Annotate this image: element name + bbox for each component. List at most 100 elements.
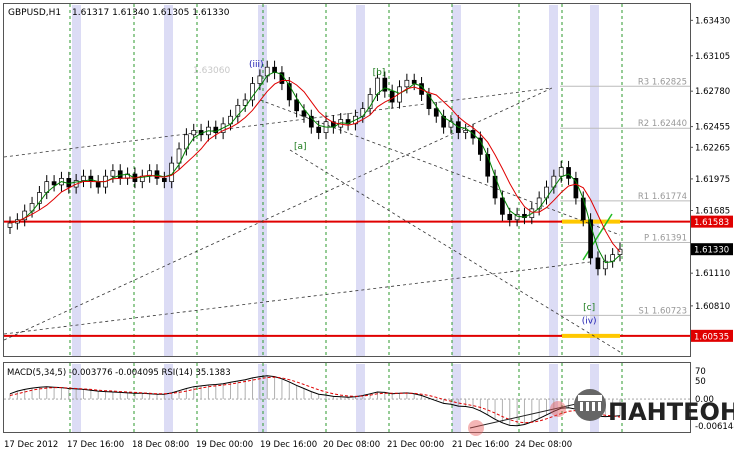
current-price-label: 1.61330 — [694, 246, 729, 256]
session-band-ind-5 — [549, 364, 558, 432]
candle-body-33 — [250, 83, 255, 101]
candle-body-32 — [242, 99, 248, 106]
xtick-label-6: 21 Dec 00:00 — [387, 440, 444, 450]
red-label-bg-1 — [691, 329, 733, 342]
red-label-bg-0 — [691, 215, 733, 228]
candle-body-59 — [441, 115, 446, 128]
ytick-label-6: 1.61685 — [695, 207, 730, 217]
session-band-3 — [356, 5, 365, 356]
ytick-label-3: 1.62455 — [695, 123, 730, 133]
candle-body-23 — [176, 148, 182, 164]
session-band-ind-2 — [258, 364, 267, 432]
candle-body-14 — [110, 170, 116, 177]
candle-body-77 — [573, 178, 579, 199]
session-band-4 — [452, 5, 461, 356]
candle-body-52 — [389, 90, 395, 103]
price-ghost-label: 1.63060 — [193, 66, 230, 76]
ytick-label-1: 1.63105 — [695, 52, 730, 62]
candle-body-75 — [558, 167, 564, 177]
session-band-6 — [590, 5, 599, 356]
logo-emblem-col4 — [598, 402, 601, 411]
indicator-title: MACD(5,34,5) -0.003776 -0.004095 RSI(14)… — [7, 368, 231, 378]
channel-line-0 — [3, 87, 553, 341]
candle-body-12 — [95, 181, 101, 188]
green-projection-line — [582, 213, 613, 261]
macd-line — [9, 375, 621, 427]
candle-body-21 — [161, 178, 167, 182]
ma-slow-line — [9, 80, 621, 253]
candle-body-4 — [37, 192, 42, 204]
indicator-series — [4, 375, 690, 436]
candle-body-55 — [411, 79, 417, 84]
wave-label-4: (iv) — [582, 316, 597, 326]
ytick-label-5: 1.61975 — [695, 175, 730, 185]
level-label-3: P 1.61391 — [644, 234, 687, 244]
xtick-label-1: 17 Dec 16:00 — [67, 440, 124, 450]
ytick-label-2: 1.62780 — [695, 87, 730, 97]
trend-channels — [3, 87, 621, 353]
xtick-label-4: 19 Dec 16:00 — [260, 440, 317, 450]
candle-body-31 — [235, 104, 241, 117]
rsi-tick-label-1: 50 — [695, 377, 706, 387]
candle-body-42 — [316, 126, 322, 133]
candle-body-79 — [588, 219, 593, 259]
ma-fast-line — [9, 71, 621, 264]
candle-body-6 — [51, 181, 57, 186]
candle-body-25 — [191, 130, 197, 136]
logo-emblem — [574, 389, 606, 421]
logo-text: ПАНТЕОН — [608, 398, 734, 426]
candle-body-41 — [308, 115, 314, 128]
channel-line-4 — [3, 261, 591, 335]
symbol-label: GBPUSD,H1 — [8, 8, 61, 18]
session-band-1 — [164, 5, 173, 356]
rsi-tick-label-0: 70 — [695, 367, 706, 377]
ytick-label-9: 1.60810 — [695, 302, 730, 312]
session-band-ind-4 — [452, 364, 461, 432]
candle-body-38 — [286, 83, 292, 101]
quote-label: 1.61317 1.61340 1.61305 1.61330 — [72, 8, 230, 18]
session-band-ind-3 — [356, 364, 365, 432]
candle-body-64 — [478, 137, 483, 155]
x-axis: 17 Dec 2012 17 Dec 16:00 18 Dec 08:00 19 De… — [4, 440, 572, 450]
channel-line-2 — [259, 99, 621, 236]
xtick-label-5: 20 Dec 08:00 — [323, 440, 380, 450]
level-label-1: R2 1.62440 — [638, 119, 687, 129]
candle-body-54 — [404, 79, 410, 88]
wave-labels: (iii) [a] [b] [c] (iv) — [249, 60, 597, 326]
channel-line-3 — [289, 149, 621, 353]
candle-body-28 — [213, 126, 219, 133]
divergence-marker-1 — [468, 420, 484, 436]
red-label-0: 1.61583 — [694, 218, 729, 228]
candle-body-62 — [463, 130, 469, 133]
logo-emblem-col3 — [592, 402, 595, 411]
candle-body-11 — [88, 175, 94, 182]
candle-body-83 — [617, 248, 623, 256]
logo-emblem-col1 — [580, 402, 583, 411]
xtick-label-3: 19 Dec 00:00 — [196, 440, 253, 450]
candle-body-39 — [294, 99, 299, 112]
xtick-label-0: 17 Dec 2012 — [4, 440, 58, 450]
xtick-label-8: 24 Dec 08:00 — [515, 440, 572, 450]
xtick-label-7: 21 Dec 16:00 — [452, 440, 509, 450]
logo-emblem-roof — [578, 395, 602, 401]
candle-body-78 — [580, 197, 586, 221]
divergence-marker-2 — [550, 401, 566, 417]
candle-body-40 — [301, 110, 307, 117]
candle-body-72 — [536, 197, 542, 210]
wave-label-3: [c] — [583, 303, 595, 313]
candle-body-0 — [7, 222, 13, 228]
ind-ytick-label-1: -0.006148 — [695, 422, 734, 432]
wave-label-0: (iii) — [249, 60, 264, 70]
ytick-label-0: 1.63430 — [695, 16, 730, 26]
candle-body-51 — [382, 77, 388, 92]
price-series — [7, 60, 623, 276]
pantheon-logo: ПАНТЕОН — [574, 389, 734, 426]
candle-body-58 — [433, 108, 439, 117]
xtick-label-2: 18 Dec 08:00 — [132, 440, 189, 450]
red-label-1: 1.60535 — [694, 332, 729, 342]
ytick-label-8: 1.61110 — [695, 269, 730, 279]
candle-body-2 — [22, 210, 28, 221]
level-label-0: R3 1.62825 — [638, 77, 687, 87]
